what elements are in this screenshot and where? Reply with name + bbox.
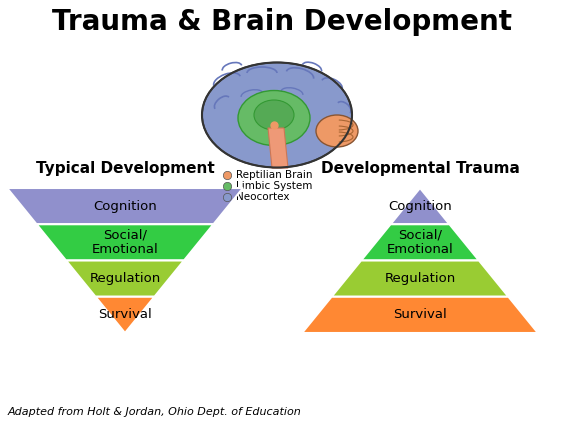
Polygon shape bbox=[66, 261, 184, 297]
Text: Cognition: Cognition bbox=[93, 200, 157, 213]
Ellipse shape bbox=[202, 63, 352, 168]
Text: Regulation: Regulation bbox=[89, 272, 161, 285]
Ellipse shape bbox=[238, 91, 310, 146]
Text: Trauma & Brain Development: Trauma & Brain Development bbox=[52, 8, 512, 36]
Text: Limbic System: Limbic System bbox=[236, 181, 312, 191]
Text: Social/
Emotional: Social/ Emotional bbox=[387, 228, 453, 256]
Text: Reptilian Brain: Reptilian Brain bbox=[236, 170, 312, 180]
Text: Developmental Trauma: Developmental Trauma bbox=[320, 161, 519, 176]
Polygon shape bbox=[95, 297, 155, 333]
Polygon shape bbox=[302, 297, 538, 333]
Polygon shape bbox=[7, 188, 243, 224]
Polygon shape bbox=[268, 128, 288, 168]
Text: Cognition: Cognition bbox=[388, 200, 452, 213]
Text: Typical Development: Typical Development bbox=[36, 161, 214, 176]
Text: Survival: Survival bbox=[393, 308, 447, 321]
Polygon shape bbox=[37, 224, 214, 261]
Ellipse shape bbox=[316, 115, 358, 147]
Polygon shape bbox=[332, 261, 509, 297]
Text: Neocortex: Neocortex bbox=[236, 192, 289, 202]
Text: Regulation: Regulation bbox=[385, 272, 456, 285]
Text: Survival: Survival bbox=[98, 308, 152, 321]
Polygon shape bbox=[390, 188, 450, 224]
Ellipse shape bbox=[254, 100, 294, 130]
Polygon shape bbox=[361, 224, 479, 261]
Text: Adapted from Holt & Jordan, Ohio Dept. of Education: Adapted from Holt & Jordan, Ohio Dept. o… bbox=[8, 407, 302, 417]
Text: Social/
Emotional: Social/ Emotional bbox=[91, 228, 158, 256]
